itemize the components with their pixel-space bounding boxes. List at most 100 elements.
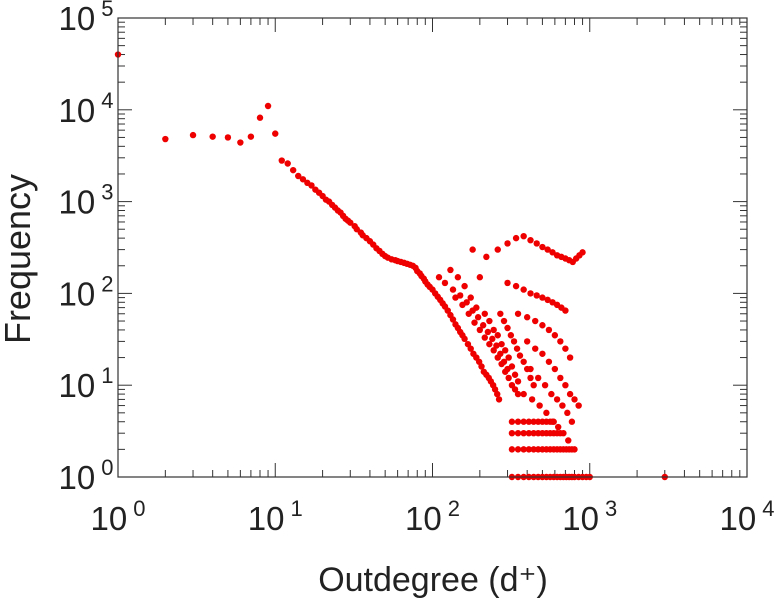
data-point <box>532 345 539 352</box>
x-tick-label: 10 0 <box>91 496 146 537</box>
y-tick-label-base: 10 <box>59 184 96 221</box>
data-point <box>544 246 551 253</box>
data-point <box>489 335 496 343</box>
y-tick-label: 10 0 <box>59 455 114 496</box>
data-point <box>571 446 578 453</box>
data-point <box>498 340 505 348</box>
data-point <box>514 446 522 453</box>
data-point <box>347 219 354 226</box>
data-point <box>497 310 504 317</box>
data-point <box>555 423 562 431</box>
y-tick-label: 10 2 <box>59 271 114 312</box>
data-point <box>486 340 493 348</box>
data-point <box>579 249 586 256</box>
data-point <box>454 274 462 281</box>
x-tick-label-base: 10 <box>720 500 757 537</box>
data-point <box>224 134 232 141</box>
data-point <box>162 135 169 143</box>
data-point <box>545 326 553 334</box>
data-point <box>562 382 569 389</box>
data-point <box>479 322 487 329</box>
data-point <box>527 365 534 373</box>
data-point <box>508 430 516 437</box>
data-point <box>536 402 543 409</box>
data-point <box>530 418 537 425</box>
data-point <box>562 307 569 314</box>
data-point <box>520 430 527 437</box>
data-point <box>469 246 476 253</box>
data-point <box>474 314 482 321</box>
y-tick-label: 10 5 <box>59 0 114 37</box>
data-point <box>299 176 307 183</box>
data-point <box>512 282 520 290</box>
data-point <box>520 232 527 240</box>
data-point <box>490 347 497 354</box>
x-tick-label: 10 2 <box>405 496 460 537</box>
data-point <box>461 282 468 290</box>
data-point <box>441 279 449 287</box>
data-point <box>256 114 264 121</box>
data-point <box>289 166 297 174</box>
data-point <box>264 102 272 110</box>
data-point <box>504 324 511 332</box>
data-point <box>539 243 546 251</box>
data-point <box>508 418 516 425</box>
data-point <box>520 446 527 453</box>
data-point <box>447 266 454 274</box>
data-point <box>527 236 534 244</box>
y-tick-label: 10 4 <box>59 88 114 129</box>
x-tick-label-base: 10 <box>248 500 285 537</box>
data-point <box>504 279 511 287</box>
data-point <box>272 130 279 137</box>
data-point <box>308 182 315 189</box>
data-point <box>514 418 522 425</box>
y-tick-label-base: 10 <box>59 459 96 496</box>
y-axis-label: Frequency <box>0 174 38 344</box>
data-point <box>494 246 501 253</box>
data-point <box>520 390 527 398</box>
data-point <box>530 382 537 389</box>
data-point <box>505 374 512 382</box>
data-point <box>500 317 508 325</box>
x-tick-label: 10 1 <box>248 496 303 537</box>
data-point <box>486 317 493 325</box>
data-point <box>550 418 557 425</box>
data-point <box>575 402 582 409</box>
data-point <box>525 418 533 425</box>
x-tick-label: 10 4 <box>720 496 775 537</box>
data-point <box>461 335 468 343</box>
data-point <box>469 307 476 314</box>
data-point <box>527 374 534 382</box>
data-point <box>545 358 553 365</box>
data-point <box>530 430 537 437</box>
data-point <box>528 396 536 403</box>
data-point <box>557 374 564 382</box>
data-point <box>539 322 546 329</box>
data-point <box>209 133 216 140</box>
data-point <box>481 334 488 341</box>
data-point <box>278 157 285 164</box>
data-point <box>520 358 527 365</box>
data-point <box>553 396 561 403</box>
x-tick-label: 10 3 <box>562 496 617 537</box>
y-tick-label-base: 10 <box>59 92 96 129</box>
data-point <box>500 358 508 365</box>
points-layer <box>114 51 668 481</box>
data-point <box>543 409 550 417</box>
data-point <box>533 240 540 247</box>
data-point <box>539 350 546 357</box>
y-tick-label-base: 10 <box>59 367 96 404</box>
data-point <box>237 139 244 146</box>
data-point <box>564 409 571 417</box>
data-point <box>534 374 542 382</box>
y-tick-label-exponent: 0 <box>101 455 113 480</box>
data-point <box>189 131 197 139</box>
data-point <box>551 332 559 339</box>
data-point <box>514 378 522 385</box>
plot-frame <box>117 17 748 478</box>
data-point <box>476 274 484 281</box>
data-point <box>566 390 574 398</box>
data-point <box>505 354 512 361</box>
data-point <box>494 390 501 398</box>
